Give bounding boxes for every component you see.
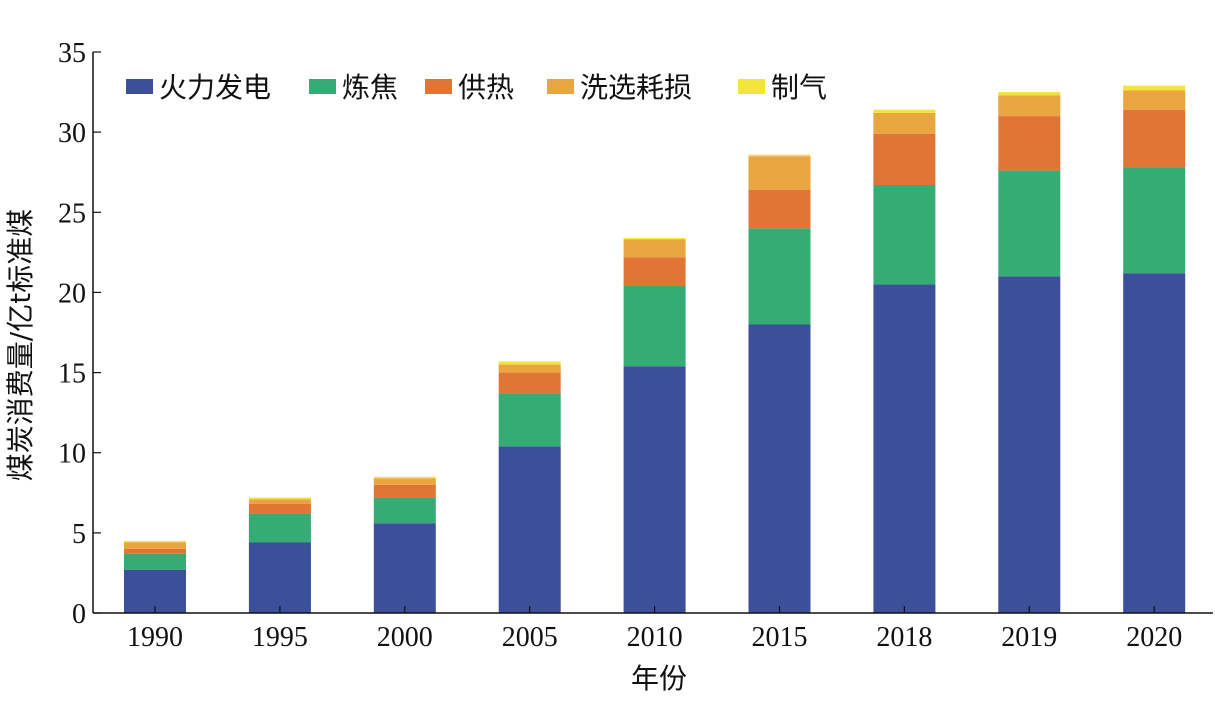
bar-2005-series-3 bbox=[498, 372, 561, 394]
x-tick-label: 2015 bbox=[752, 622, 808, 653]
bar-2019-series-5 bbox=[998, 92, 1061, 96]
legend-label: 供热 bbox=[458, 71, 514, 104]
legend-swatch bbox=[547, 79, 574, 94]
bar-2015-series-5 bbox=[748, 154, 811, 157]
x-tick-label: 1990 bbox=[127, 622, 183, 653]
bar-1995-series-1 bbox=[248, 542, 311, 613]
y-axis-label: 煤炭消费量/亿t标准煤 bbox=[4, 209, 37, 481]
legend-swatch bbox=[309, 79, 336, 94]
x-tick-label: 2005 bbox=[502, 622, 558, 653]
bar-2005-series-2 bbox=[498, 393, 561, 447]
x-tick-label: 2020 bbox=[1126, 622, 1182, 653]
bar-1990-series-3 bbox=[124, 548, 186, 554]
bar-1990-series-5 bbox=[124, 540, 186, 543]
bar-1995-series-5 bbox=[248, 497, 311, 500]
y-tick-label: 10 bbox=[58, 439, 86, 470]
bar-2000-series-2 bbox=[373, 497, 436, 524]
x-axis-label: 年份 bbox=[631, 662, 687, 695]
bar-2019-series-4 bbox=[998, 95, 1061, 117]
bar-1995-series-3 bbox=[248, 504, 311, 514]
legend: 火力发电 炼焦 供热 洗选耗损 制气 bbox=[126, 71, 827, 104]
bar-2019-series-3 bbox=[998, 116, 1061, 171]
legend-swatch bbox=[126, 79, 153, 94]
bar-2020-series-2 bbox=[1123, 167, 1186, 274]
bar-2018-series-1 bbox=[873, 284, 936, 613]
legend-swatch bbox=[738, 79, 765, 94]
x-tick-label: 2019 bbox=[1001, 622, 1057, 653]
bar-2010-series-5 bbox=[623, 237, 686, 240]
x-tick-label: 2018 bbox=[876, 622, 932, 653]
bar-2019-series-2 bbox=[998, 170, 1061, 277]
bar-1990-series-4 bbox=[124, 542, 186, 549]
bar-1995-series-2 bbox=[248, 513, 311, 543]
bar-2000-series-1 bbox=[373, 523, 436, 613]
bar-2018-series-3 bbox=[873, 133, 936, 185]
legend-label: 火力发电 bbox=[159, 71, 271, 104]
y-tick-label: 25 bbox=[58, 198, 86, 229]
y-tick-label: 35 bbox=[58, 38, 86, 69]
y-tick-label: 5 bbox=[72, 519, 86, 550]
bar-2010-series-3 bbox=[623, 257, 686, 287]
bar-2015-series-2 bbox=[748, 228, 811, 325]
bar-1990-series-1 bbox=[124, 569, 186, 613]
bar-2005-series-4 bbox=[498, 364, 561, 373]
bar-1990-series-2 bbox=[124, 553, 186, 570]
bars-layer bbox=[124, 85, 1186, 613]
bar-2010-series-1 bbox=[623, 366, 686, 613]
bar-2010-series-4 bbox=[623, 239, 686, 258]
x-tick-label: 2010 bbox=[627, 622, 683, 653]
y-tick-label: 0 bbox=[72, 599, 86, 630]
bar-2015-series-1 bbox=[748, 324, 811, 613]
bar-2010-series-2 bbox=[623, 286, 686, 367]
bar-2000-series-5 bbox=[373, 476, 436, 479]
y-tick-label: 20 bbox=[58, 278, 86, 309]
bar-2018-series-4 bbox=[873, 112, 936, 134]
legend-swatch bbox=[425, 79, 452, 94]
x-ticks: 1990 1995 2000 2005 2010 2015 2018 2019 2020 bbox=[127, 606, 1182, 653]
y-tick-label: 30 bbox=[58, 118, 86, 149]
bar-2018-series-5 bbox=[873, 109, 936, 113]
bar-2020-series-1 bbox=[1123, 273, 1186, 613]
y-tick-label: 15 bbox=[58, 359, 86, 390]
bar-2005-series-1 bbox=[498, 446, 561, 613]
bar-2020-series-3 bbox=[1123, 109, 1186, 168]
bar-2018-series-2 bbox=[873, 185, 936, 285]
x-tick-label: 1995 bbox=[252, 622, 308, 653]
bar-2015-series-3 bbox=[748, 189, 811, 229]
bar-2005-series-5 bbox=[498, 361, 561, 365]
bar-2015-series-4 bbox=[748, 156, 811, 190]
bar-2020-series-4 bbox=[1123, 90, 1186, 110]
bar-2000-series-4 bbox=[373, 478, 436, 485]
x-tick-label: 2000 bbox=[377, 622, 433, 653]
legend-label: 炼焦 bbox=[342, 71, 398, 104]
legend-label: 制气 bbox=[771, 71, 827, 104]
bar-2020-series-5 bbox=[1123, 85, 1186, 91]
bar-2019-series-1 bbox=[998, 276, 1061, 613]
y-ticks: 0 5 10 15 20 25 30 35 bbox=[58, 38, 101, 630]
legend-label: 洗选耗损 bbox=[580, 71, 692, 104]
bar-1995-series-4 bbox=[248, 499, 311, 504]
bar-2000-series-3 bbox=[373, 484, 436, 498]
